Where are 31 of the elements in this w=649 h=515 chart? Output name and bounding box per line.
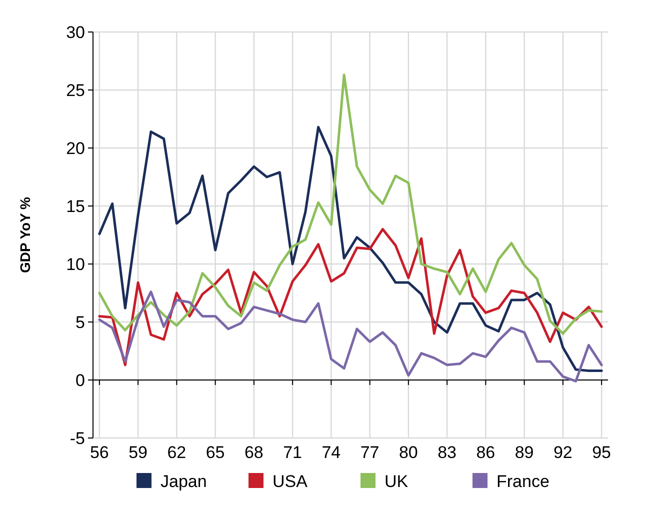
x-tick-label: 95 [592,443,612,462]
x-tick-label: 71 [283,443,302,462]
legend-label: USA [272,472,308,491]
legend-label: UK [384,472,409,491]
line-series [98,126,603,372]
x-tick-label: 80 [398,443,418,462]
y-tick-label: 0 [76,370,85,390]
x-tick-label: 83 [438,443,457,462]
y-tick-label: -5 [70,428,85,448]
x-tick-label: 89 [514,443,534,462]
x-tick-label: 62 [167,443,186,462]
y-tick-label: 10 [66,254,85,274]
y-tick-label: 30 [66,22,85,42]
line-series [98,228,603,366]
x-tick-label: 77 [360,443,380,462]
x-tick-label: 68 [244,443,264,462]
y-tick-label: 20 [66,138,85,158]
line-series [98,290,603,382]
y-axis-title: GDP YoY % [17,196,33,273]
x-tick-label: 86 [476,443,496,462]
y-tick-label: 5 [76,312,85,332]
x-tick-label: 65 [206,443,225,462]
x-tick-label: 59 [128,443,148,462]
legend-label: Japan [160,472,207,491]
x-tick-label: 74 [322,443,341,462]
y-tick-label: 15 [66,196,85,216]
legend-label: France [496,472,550,491]
x-tick-label: 92 [553,443,572,462]
x-tick-label: 56 [90,443,109,462]
y-tick-label: 25 [66,80,85,100]
line-series [98,74,603,335]
